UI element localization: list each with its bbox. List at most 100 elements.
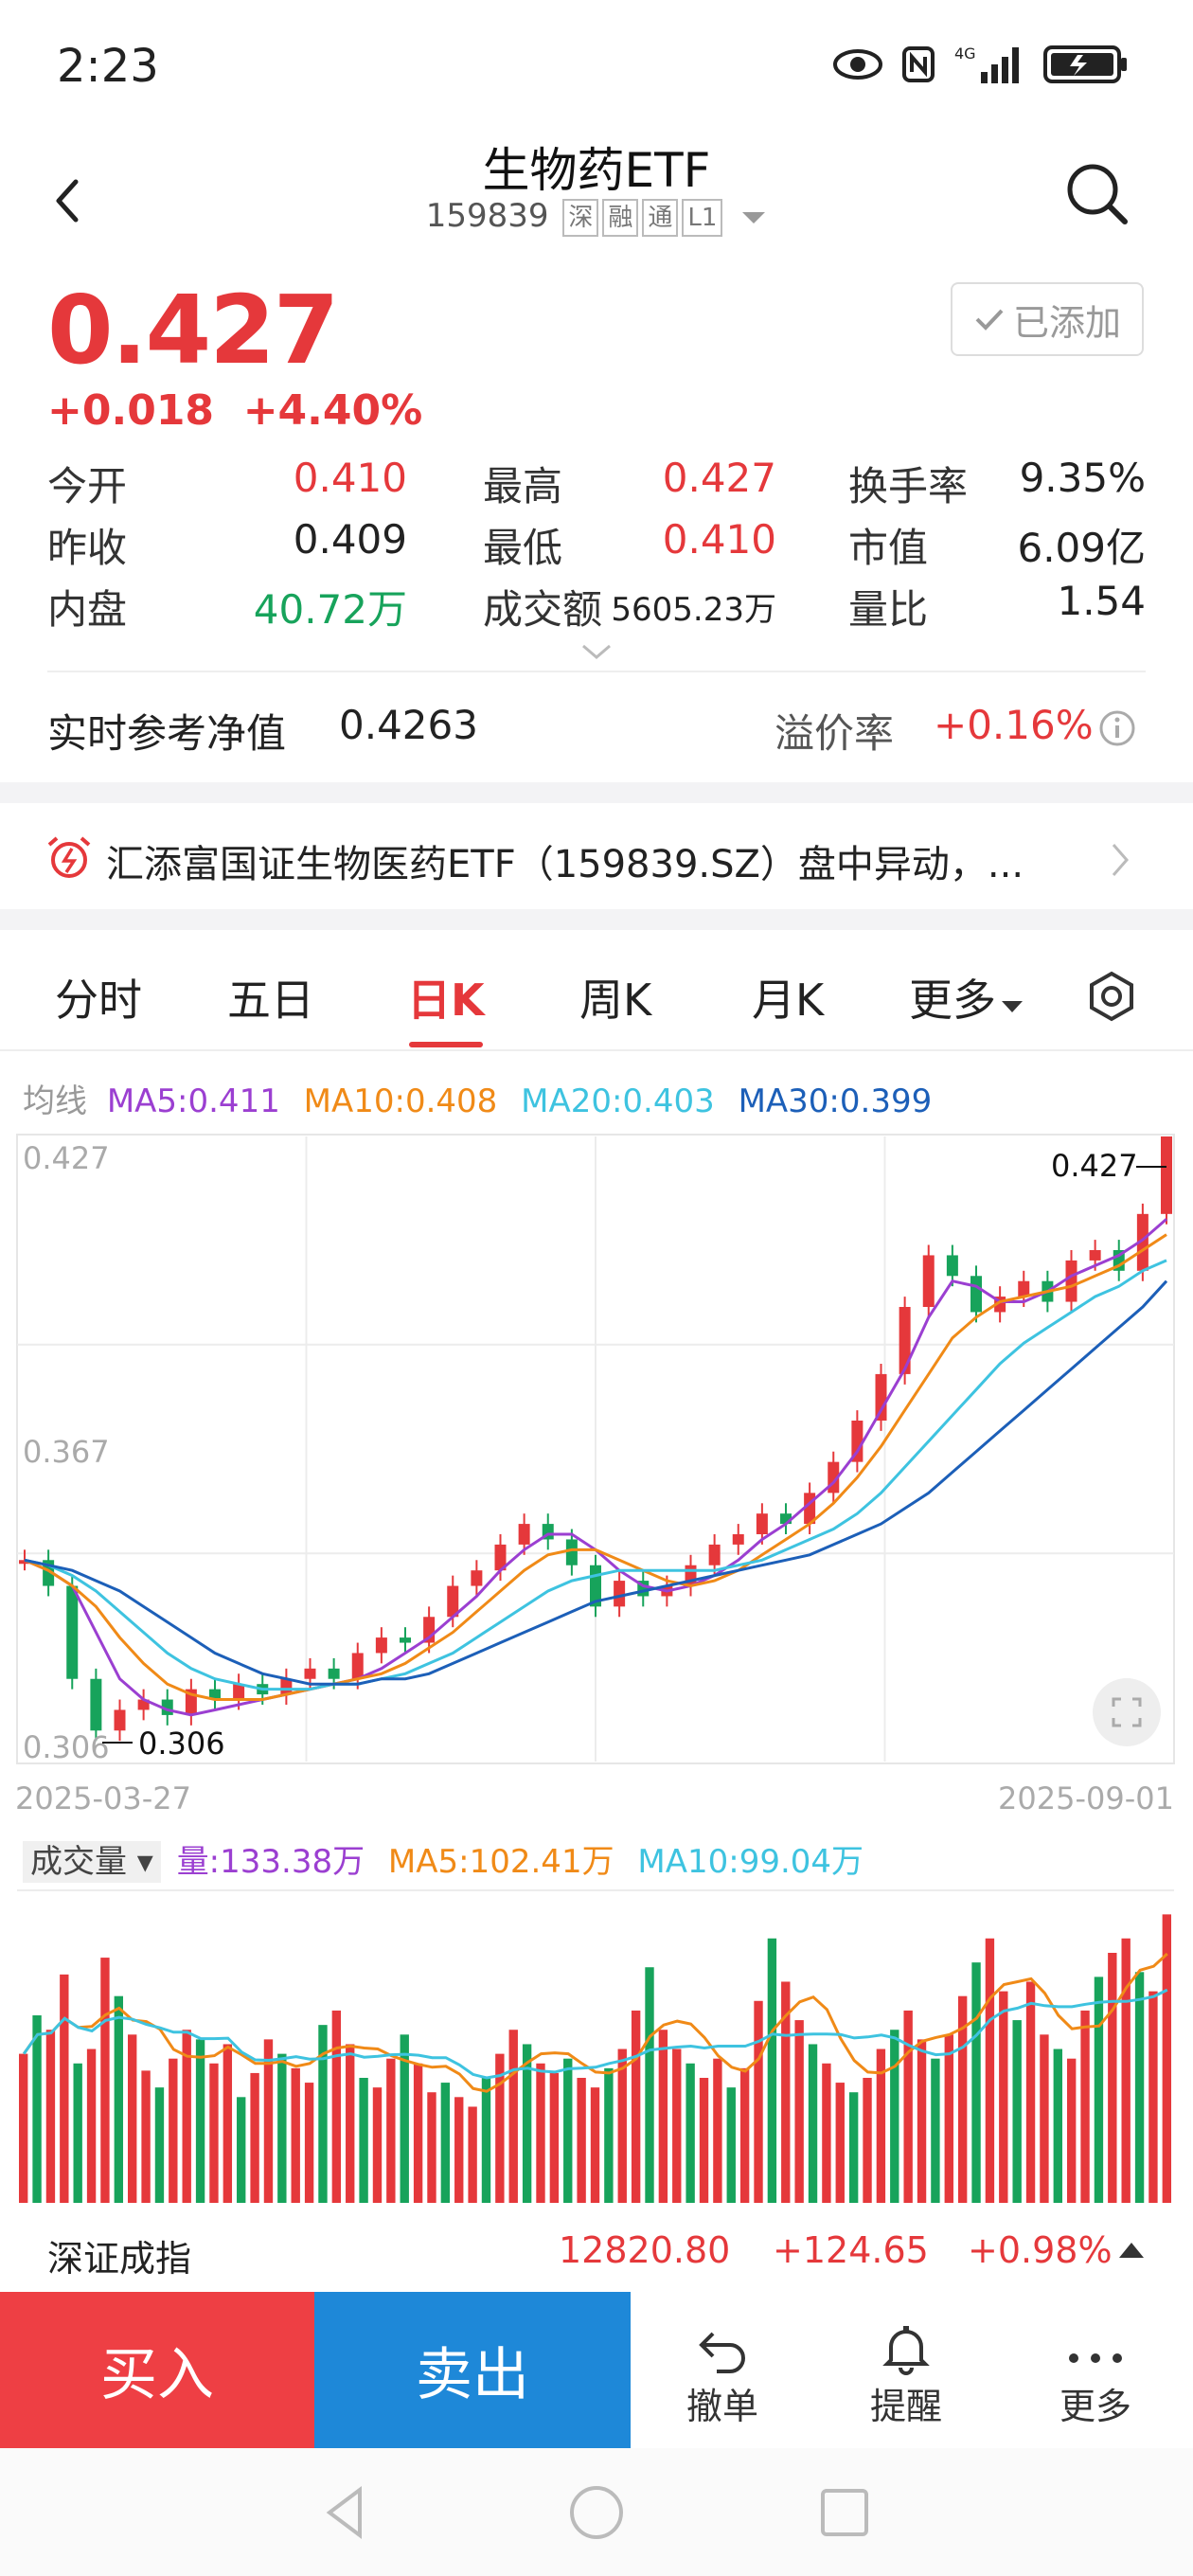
candle-body — [471, 1570, 483, 1586]
index-ticker[interactable]: 深证成指 12820.80 +124.65 +0.98% — [0, 2207, 1193, 2292]
tab-intraday[interactable]: 分时 — [55, 975, 142, 1026]
ma5-value: MA5:0.411 — [106, 1082, 280, 1120]
volume-bar — [209, 2063, 219, 2203]
ma-line-ma30 — [24, 1279, 1168, 1686]
undo-icon — [699, 2332, 745, 2373]
volume-bar — [985, 1938, 995, 2203]
volume-bar — [848, 2092, 859, 2203]
volume-bar — [481, 2078, 491, 2203]
volume-bar — [754, 2000, 763, 2203]
security-code: 159839 — [425, 197, 549, 235]
candle-body — [1136, 1213, 1148, 1271]
volume-bar — [1121, 1938, 1131, 2203]
stat-label: 最高 — [483, 463, 563, 510]
volume-bar — [60, 1974, 69, 2203]
cancel-order-button[interactable]: 撤单 — [632, 2292, 812, 2448]
candle-body — [114, 1709, 126, 1731]
volume-ma5-line — [22, 1952, 1168, 2093]
more-actions-button[interactable]: 更多 — [1006, 2292, 1185, 2448]
volume-bar — [699, 2078, 709, 2203]
stat-value: 0.410 — [293, 455, 407, 501]
volume-bar — [468, 2106, 477, 2203]
volume-bar — [590, 2087, 600, 2203]
divider — [47, 671, 1146, 672]
volume-bar — [1108, 1953, 1117, 2203]
security-code-row[interactable]: 159839 深融通 L1 — [0, 197, 1193, 237]
stat-label: 今开 — [47, 463, 128, 510]
chart-settings-icon[interactable] — [1085, 970, 1138, 1023]
tab-monthly-k[interactable]: 月K — [752, 975, 825, 1026]
tab-weekly-k[interactable]: 周K — [579, 975, 652, 1026]
system-recents-icon[interactable] — [818, 2486, 871, 2539]
tab-more-label: 更多 — [909, 975, 996, 1026]
eye-icon — [833, 49, 882, 80]
volume-bar — [100, 1958, 110, 2203]
candle-body — [328, 1668, 340, 1679]
volume-bar — [999, 1991, 1008, 2203]
candle-body — [209, 1689, 221, 1700]
alarm-icon — [47, 836, 91, 878]
section-gap — [0, 782, 1193, 803]
volume-bar — [400, 2034, 409, 2203]
volume-bar — [944, 2034, 953, 2203]
stat-value: 0.410 — [662, 516, 776, 563]
candle-body — [66, 1585, 79, 1679]
system-home-icon[interactable] — [566, 2482, 627, 2543]
x-axis-start-date: 2025-03-27 — [15, 1780, 191, 1816]
back-icon[interactable] — [38, 161, 95, 237]
buy-button[interactable]: 买入 — [0, 2292, 314, 2448]
fullscreen-icon[interactable] — [1091, 1676, 1163, 1748]
volume-bar — [835, 2083, 845, 2203]
tab-daily-k[interactable]: 日K — [407, 975, 485, 1026]
volume-bar — [346, 2044, 355, 2203]
candle-body — [732, 1534, 744, 1545]
caret-down-icon — [1002, 1001, 1023, 1012]
stat-value: 1.54 — [1057, 578, 1146, 624]
alert-button[interactable]: 提醒 — [816, 2292, 996, 2448]
ma-line-ma20 — [24, 1259, 1167, 1691]
sell-button[interactable]: 卖出 — [314, 2292, 631, 2448]
news-text: 汇添富国证生物医药ETF（159839.SZ）盘中异动，... — [106, 843, 1024, 886]
stat-label: 最低 — [483, 525, 563, 571]
alert-label: 提醒 — [869, 2386, 942, 2427]
kline-chart[interactable]: 0.427 0.367 0.306 0.427 0.306 2025-03-27 2025-… — [0, 1118, 1193, 1818]
stats-grid: 今开 0.410 最高 0.427 换手率 9.35% 昨收 0.409 最低 0.410 市值 6.… — [47, 455, 1146, 639]
candle-body — [899, 1307, 911, 1374]
volume-bar — [86, 2048, 97, 2203]
volume-bar — [195, 2039, 205, 2203]
expand-chevron-icon[interactable] — [578, 640, 615, 663]
volume-chart[interactable] — [0, 1885, 1193, 2207]
volume-bar — [454, 2097, 464, 2203]
trade-action-bar: 买入 卖出 撤单 提醒 更多 — [0, 2292, 1193, 2448]
info-icon[interactable] — [1098, 709, 1136, 747]
nav-value: 0.4263 — [339, 702, 478, 748]
system-back-icon[interactable] — [322, 2484, 369, 2541]
added-to-watchlist-button[interactable]: 已添加 — [951, 282, 1144, 356]
nav-label: 实时参考净值 — [47, 710, 287, 757]
volume-bar — [957, 1995, 968, 2203]
status-icons: 4G — [833, 44, 1129, 85]
stat-value: 9.35% — [1019, 455, 1146, 501]
volume-bar — [794, 2020, 804, 2203]
volume-bar — [522, 2044, 532, 2203]
index-change: +124.65 — [773, 2229, 929, 2271]
candle-body — [565, 1539, 578, 1565]
candle-body — [1065, 1260, 1077, 1302]
candle-body — [518, 1524, 530, 1545]
volume-bar — [903, 2010, 913, 2203]
volume-bar — [726, 2087, 736, 2203]
volume-bar — [1148, 1991, 1158, 2203]
candle-body — [1089, 1250, 1101, 1261]
volume-bar — [917, 2039, 927, 2203]
chart-frame — [16, 1134, 1175, 1764]
volume-selector[interactable]: 成交量 ▾ — [23, 1841, 161, 1883]
tab-five-day[interactable]: 五日 — [227, 975, 314, 1026]
candle-body — [756, 1513, 768, 1534]
news-banner[interactable]: 汇添富国证生物医药ETF（159839.SZ）盘中异动，... — [0, 805, 1193, 909]
tab-more[interactable]: 更多 — [909, 966, 1024, 1029]
volume-bar — [767, 1938, 777, 2203]
stat-value: 5605.23万 — [611, 591, 776, 629]
expand-up-icon[interactable] — [1117, 2239, 1146, 2260]
search-icon[interactable] — [1060, 157, 1136, 233]
candle-body — [614, 1581, 626, 1607]
